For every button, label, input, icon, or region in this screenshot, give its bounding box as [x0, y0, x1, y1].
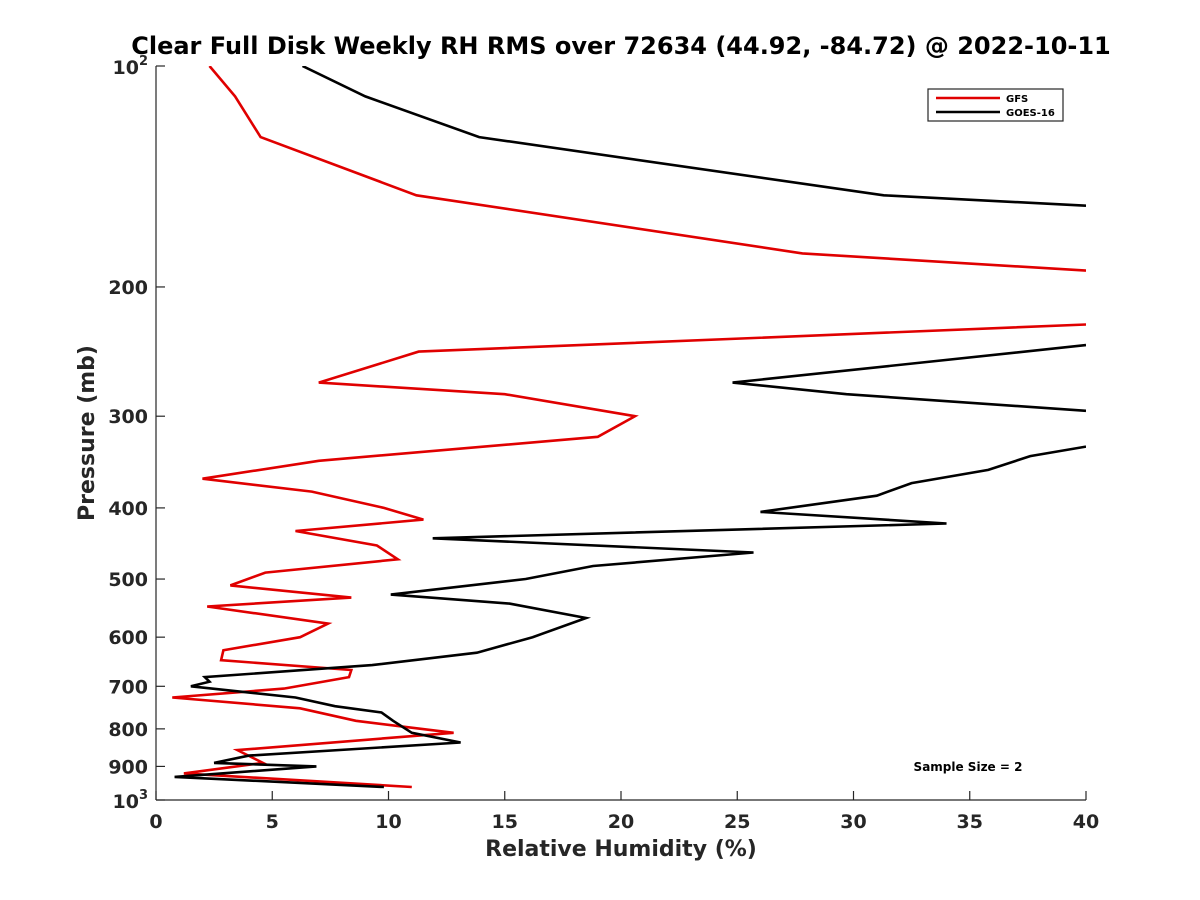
y-tick-label-300: 300 — [108, 406, 148, 428]
x-tick-label-20: 20 — [608, 811, 634, 833]
y-tick-label-100: 102 — [113, 54, 149, 79]
y-tick-label-400: 400 — [108, 498, 148, 520]
x-axis: 0 5 10 15 20 25 30 35 40 — [149, 791, 1099, 833]
x-tick-label-10: 10 — [375, 811, 401, 833]
x-tick-label-35: 35 — [957, 811, 983, 833]
y-tick-label-200: 200 — [108, 277, 148, 299]
legend-label-goes-16: GOES-16 — [1006, 108, 1055, 119]
sample-size-annotation: Sample Size = 2 — [914, 760, 1023, 774]
x-axis-label: Relative Humidity (%) — [485, 837, 757, 862]
y-axis-label: Pressure (mb) — [75, 345, 100, 521]
x-tick-label-15: 15 — [492, 811, 518, 833]
plot-area — [172, 66, 1086, 789]
y-tick-label-800: 800 — [108, 719, 148, 741]
y-tick-label-700: 700 — [108, 676, 148, 698]
series-line-goes-16 — [174, 66, 1086, 789]
x-tick-label-30: 30 — [840, 811, 866, 833]
x-tick-label-25: 25 — [724, 811, 750, 833]
y-tick-label-600: 600 — [108, 627, 148, 649]
y-tick-label-1000: 103 — [113, 788, 149, 813]
series-line-gfs — [172, 66, 1086, 789]
legend-label-gfs: GFS — [1006, 94, 1028, 105]
y-tick-label-500: 500 — [108, 569, 148, 591]
y-axis: 200 300 400 500 600 700 800 900 102 103 — [108, 54, 165, 813]
x-tick-label-40: 40 — [1073, 811, 1099, 833]
chart-title: Clear Full Disk Weekly RH RMS over 72634… — [131, 32, 1111, 60]
legend: GFS GOES-16 — [927, 88, 1064, 122]
x-tick-label-0: 0 — [149, 811, 162, 833]
series-lines — [172, 66, 1086, 789]
series-layer — [172, 66, 1086, 789]
x-tick-label-5: 5 — [266, 811, 279, 833]
y-tick-label-900: 900 — [108, 756, 148, 778]
legend-box — [927, 88, 1064, 122]
